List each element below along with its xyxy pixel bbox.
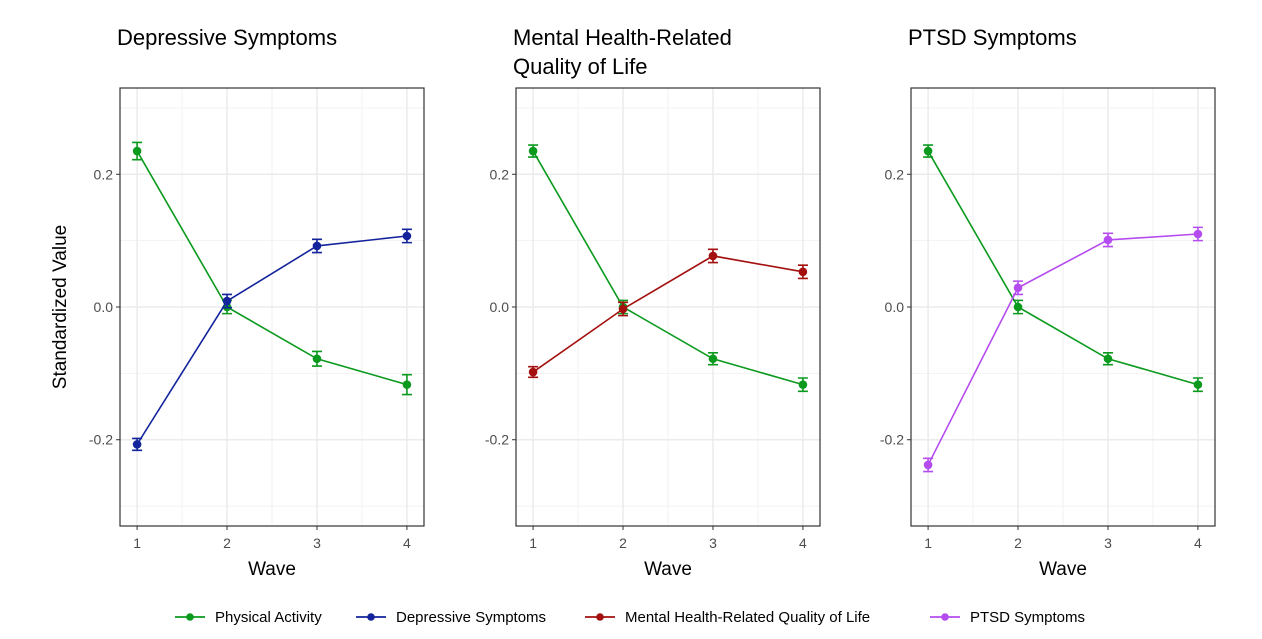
legend-item: Depressive Symptoms: [356, 609, 546, 626]
x-tick-label: 1: [924, 535, 932, 551]
legend-label: PTSD Symptoms: [970, 609, 1085, 626]
series-ptsd-symptoms: [923, 226, 1203, 473]
legend-item: Physical Activity: [175, 609, 322, 626]
data-point: [1013, 302, 1023, 312]
data-point: [798, 267, 808, 277]
data-point: [1193, 229, 1203, 239]
x-tick-label: 4: [1194, 535, 1202, 551]
legend-label: Mental Health-Related Quality of Life: [625, 609, 870, 626]
panel-title: Quality of Life: [513, 54, 648, 79]
series-line: [927, 150, 1199, 386]
series-line: [927, 233, 1198, 466]
data-point: [618, 304, 628, 314]
panel-title: Depressive Symptoms: [117, 25, 337, 50]
x-tick-label: 2: [1014, 535, 1022, 551]
data-point: [923, 146, 933, 156]
data-point: [402, 380, 412, 389]
data-point: [798, 380, 808, 389]
series-line: [136, 235, 407, 445]
y-tick-label: 0.0: [885, 299, 905, 315]
y-tick-label: 0.0: [94, 299, 114, 315]
data-point: [132, 146, 142, 156]
data-point: [1193, 380, 1203, 389]
y-tick-label: -0.2: [89, 432, 113, 448]
panel-2: Mental Health-Related Quality of Life -0.2…: [485, 25, 821, 580]
legend: Physical Activity Depressive Symptoms Ment…: [175, 609, 1085, 626]
legend-key-point: [367, 613, 375, 621]
y-tick-label: -0.2: [880, 432, 904, 448]
legend-key-point: [596, 613, 604, 621]
data-point: [923, 460, 933, 470]
x-tick-label: 3: [1104, 535, 1112, 551]
legend-key-point: [186, 613, 194, 621]
series-physical-activity: [923, 144, 1203, 393]
x-tick-label: 1: [529, 535, 537, 551]
data-point: [132, 440, 142, 449]
y-tick-label: 0.2: [94, 166, 114, 182]
data-point: [708, 251, 718, 261]
series-line: [532, 150, 804, 386]
series-mental-health-related-quality-of-life: [528, 248, 808, 379]
data-point: [222, 296, 232, 306]
series-line: [532, 255, 804, 373]
x-tick-label: 3: [313, 535, 321, 551]
data-point: [312, 354, 322, 364]
y-tick-label: 0.2: [885, 166, 905, 182]
x-tick-label: 4: [403, 535, 411, 551]
data-point: [528, 146, 538, 156]
x-tick-label: 3: [709, 535, 717, 551]
data-point: [1103, 235, 1113, 245]
data-point: [1013, 283, 1023, 293]
y-tick-label: -0.2: [485, 432, 509, 448]
x-axis-label: Wave: [644, 559, 692, 580]
panel-title: PTSD Symptoms: [908, 25, 1077, 50]
panel-1: Depressive Symptoms -0.2 0.0 0.2 1 2 3 4 Wave Sta…: [50, 25, 425, 580]
series-physical-activity: [528, 144, 808, 393]
legend-item: PTSD Symptoms: [930, 609, 1085, 626]
data-point: [528, 367, 538, 377]
y-tick-label: 0.0: [490, 299, 510, 315]
data-point: [1103, 354, 1113, 364]
legend-key-point: [941, 613, 949, 621]
x-tick-label: 1: [133, 535, 141, 551]
panel-3: PTSD Symptoms -0.2 0.0 0.2 1 2 3 4 Wave: [880, 25, 1216, 580]
x-tick-label: 2: [619, 535, 627, 551]
y-tick-label: 0.2: [490, 166, 510, 182]
x-tick-label: 4: [799, 535, 807, 551]
x-axis-label: Wave: [248, 559, 296, 580]
data-point: [708, 354, 718, 364]
x-tick-label: 2: [223, 535, 231, 551]
series-line: [136, 150, 408, 386]
panel-title: Mental Health-Related: [513, 25, 732, 50]
x-axis-label: Wave: [1039, 559, 1087, 580]
legend-label: Physical Activity: [215, 609, 322, 626]
legend-label: Depressive Symptoms: [396, 609, 546, 626]
data-point: [402, 231, 412, 241]
series-depressive-symptoms: [132, 228, 412, 452]
data-point: [312, 241, 322, 251]
y-axis-label: Standardized Value: [50, 225, 71, 389]
legend-item: Mental Health-Related Quality of Life: [585, 609, 870, 626]
